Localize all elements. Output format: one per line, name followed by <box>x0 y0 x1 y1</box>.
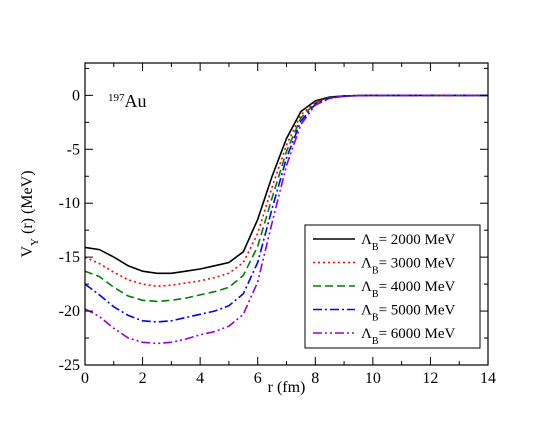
x-tick-label: 10 <box>365 370 381 387</box>
x-tick-label: 0 <box>81 370 89 387</box>
series-line-4 <box>84 94 488 323</box>
y-tick-label: 0 <box>72 87 80 104</box>
plot-lines <box>84 94 488 345</box>
y-tick-label: -25 <box>59 357 80 374</box>
nucleus-symbol: Au <box>125 91 147 111</box>
legend-label-5: ΛB= 6000 MeV <box>361 326 456 347</box>
series-line-3 <box>84 94 488 303</box>
legend-label-3: ΛB= 4000 MeV <box>361 279 456 300</box>
x-tick-label: 4 <box>196 370 204 387</box>
x-tick-label: 8 <box>311 370 319 387</box>
nucleus-mass-number: 197 <box>108 92 125 104</box>
x-axis-title: r (fm) <box>268 379 306 396</box>
y-axis-title-sub: Y <box>29 238 41 246</box>
y-tick-label: -15 <box>59 249 80 266</box>
y-tick-label: -5 <box>67 141 80 158</box>
legend-label-1: ΛB= 2000 MeV <box>361 232 456 253</box>
x-tick-label: 14 <box>480 370 496 387</box>
x-tick-label: 2 <box>139 370 147 387</box>
tick-labels: 0 2 4 6 8 10 12 14 0 -5 -10 -15 -20 -25 <box>59 87 496 387</box>
y-axis-title-main: V <box>19 246 36 258</box>
series-line-5 <box>84 94 488 345</box>
y-tick-label: -10 <box>59 195 80 212</box>
legend-label-4: ΛB= 5000 MeV <box>361 303 456 324</box>
y-axis-title-rest: (r) (MeV) <box>19 170 36 238</box>
legend-box <box>304 224 481 349</box>
x-tick-label: 12 <box>422 370 438 387</box>
x-tick-label: 6 <box>254 370 262 387</box>
legend-label-2: ΛB= 3000 MeV <box>361 256 456 277</box>
y-tick-label: -20 <box>59 303 80 320</box>
axis-ticks <box>84 63 489 366</box>
y-axis-title: VY (r) (MeV) <box>19 170 41 257</box>
nucleus-annotation: 197Au <box>108 91 147 111</box>
series-line-2 <box>84 94 488 288</box>
